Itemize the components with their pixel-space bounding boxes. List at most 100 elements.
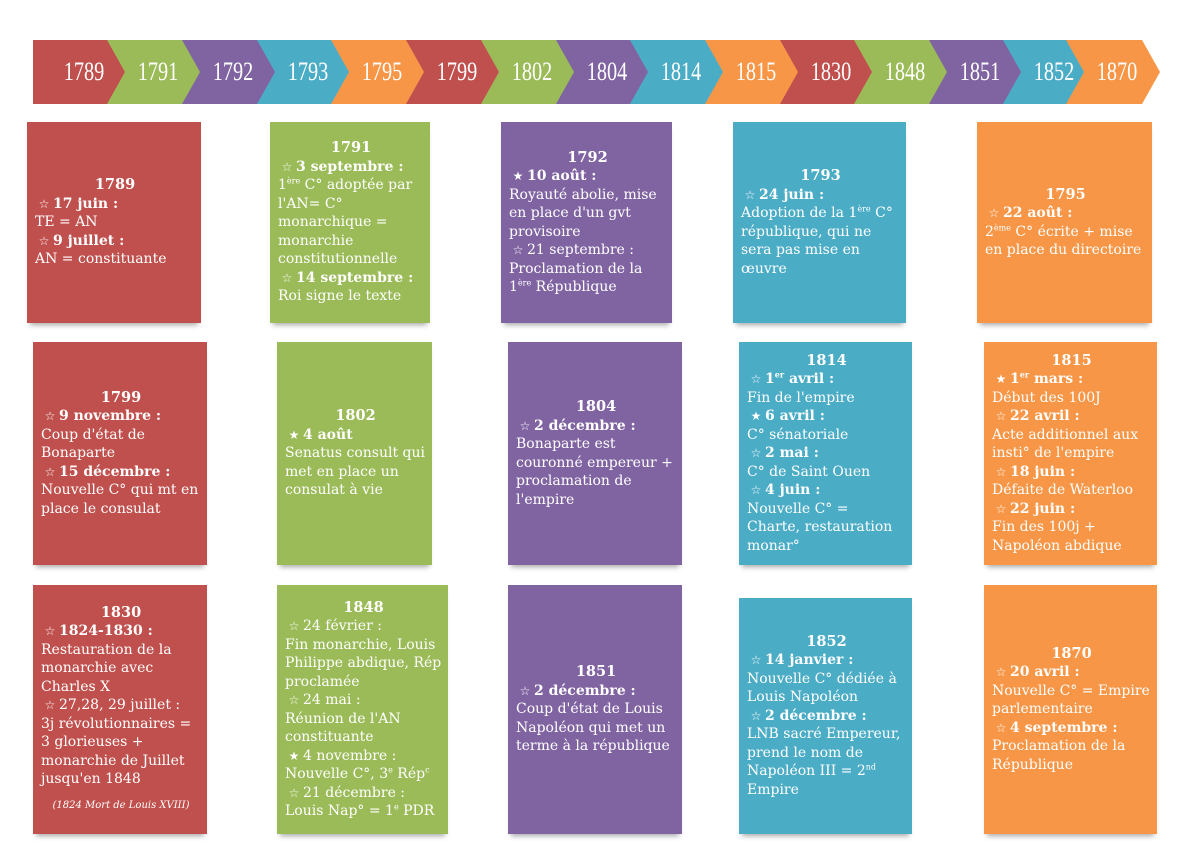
event-text: Royauté abolie, mise en place d'un gvt p…	[509, 186, 657, 240]
event-heading: ★ 4 août	[285, 426, 426, 445]
hollow-star-icon: ☆	[995, 409, 1007, 424]
event-text: Début des 100J	[992, 389, 1101, 406]
event-heading: ★ 1er mars :	[992, 370, 1151, 389]
event-text: Louis Nap° = 1e PDR	[285, 802, 435, 819]
event-heading: ☆ 22 juin :	[992, 500, 1151, 519]
hollow-star-icon: ☆	[44, 464, 56, 479]
event-text: Senatus consult qui met en place un cons…	[285, 445, 426, 499]
hollow-star-icon: ☆	[744, 187, 756, 202]
event-text: LNB sacré Empereur, prend le nom de Napo…	[747, 726, 901, 798]
event-heading: ★ 4 novembre :	[285, 747, 442, 766]
card-year: 1804	[575, 398, 617, 415]
hollow-star-icon: ☆	[512, 243, 524, 257]
event-heading: ☆ 9 novembre :	[41, 407, 201, 426]
event-text: Acte additionnel aux insti° de l'empire	[992, 426, 1139, 462]
event-text: C° de Saint Ouen	[747, 463, 871, 480]
card-1789: 1789 ☆ 17 juin : TE = AN ☆ 9 juillet : AN …	[27, 122, 201, 323]
event-text: Bonaparte est couronné empereur + procla…	[516, 436, 673, 508]
event-text: 3j révolutionnaires = 3 glorieuses + mon…	[41, 715, 192, 788]
event-heading: ☆ 22 août :	[985, 204, 1146, 223]
event-heading: ☆ 22 avril :	[992, 407, 1151, 426]
timeline-year: 1851	[959, 57, 1001, 86]
card-1848: 1848 ☆ 24 février : Fin monarchie, Louis …	[277, 585, 448, 834]
event-text: Nouvelle C° = Charte, restauration monar…	[747, 500, 893, 554]
event-heading: ☆ 3 septembre :	[278, 158, 424, 177]
timeline-year: 1792	[212, 57, 254, 86]
event-heading: ☆ 2 décembre :	[747, 707, 906, 726]
event-heading: ☆ 2 décembre :	[516, 417, 676, 436]
hollow-star-icon: ☆	[38, 233, 50, 248]
event-heading: ☆ 14 janvier :	[747, 651, 906, 670]
event-text: 2ème C° écrite + mise en place du direct…	[985, 222, 1142, 258]
event-text: Proclamation de la République	[992, 738, 1126, 773]
hollow-star-icon: ☆	[519, 683, 531, 698]
hollow-star-icon: ☆	[750, 372, 762, 387]
timeline-year: 1789	[63, 57, 105, 86]
card-year: 1830	[100, 603, 142, 621]
event-heading: ☆ 21 septembre :	[509, 241, 666, 260]
timeline-arrow-1789: 1789	[33, 40, 127, 104]
hollow-star-icon: ☆	[44, 698, 56, 713]
event-heading: ☆ 20 avril :	[992, 663, 1151, 682]
card-1830: 1830 ☆ 1824-1830 : Restauration de la mon…	[33, 585, 207, 834]
card-year: 1799	[100, 388, 142, 406]
event-heading: ★ 10 août :	[509, 167, 666, 186]
event-text: Proclamation de la 1ère République	[509, 260, 643, 296]
event-heading: ☆ 4 septembre :	[992, 719, 1151, 738]
timeline-year: 1795	[361, 57, 403, 86]
event-text: Défaite de Waterloo	[992, 482, 1134, 499]
card-year: 1802	[335, 407, 376, 425]
timeline-year: 1793	[287, 57, 329, 86]
event-heading: ☆ 15 décembre :	[41, 463, 201, 482]
event-heading: ☆ 18 juin :	[992, 463, 1151, 482]
timeline-arrow-1793: 1793	[257, 40, 351, 104]
event-text: Coup d'état de Bonaparte	[41, 426, 145, 462]
event-text: C° sénatoriale	[747, 426, 849, 443]
event-text: 1ère C° adoptée par l'AN= C° monarchique…	[278, 176, 413, 268]
card-1799: 1799 ☆ 9 novembre : Coup d'état de Bonapa…	[33, 342, 207, 565]
hollow-star-icon: ☆	[995, 665, 1007, 680]
timeline-year: 1870	[1096, 57, 1138, 86]
event-text: AN = constituante	[35, 251, 167, 268]
timeline-year: 1791	[137, 57, 179, 86]
card-year: 1848	[343, 598, 384, 616]
timeline-arrow-1804: 1804	[556, 40, 650, 104]
timeline-year: 1830	[810, 57, 852, 86]
card-1852: 1852 ☆ 14 janvier : Nouvelle C° dédiée à …	[739, 598, 912, 834]
event-heading: ☆ 1824-1830 :	[41, 622, 201, 641]
timeline-year: 1848	[884, 57, 926, 86]
event-text: Coup d'état de Louis Napoléon qui met un…	[516, 701, 670, 755]
event-text: Réunion de l'AN constituante	[285, 710, 401, 746]
event-text: Roi signe le texte	[278, 288, 402, 305]
timeline-year: 1799	[436, 57, 478, 86]
footnote: (1824 Mort de Louis XVIII)	[52, 799, 190, 811]
card-year: 1791	[330, 139, 372, 157]
card-1870: 1870 ☆ 20 avril : Nouvelle C° = Empire pa…	[984, 585, 1157, 834]
timeline-header: 1789 1791 1792 1793 1795 1799 1802 1804 …	[33, 40, 1160, 104]
hollow-star-icon: ☆	[281, 159, 293, 174]
hollow-star-icon: ☆	[750, 483, 762, 498]
hollow-star-icon: ☆	[750, 446, 762, 461]
card-1802: 1802 ★ 4 août Senatus consult qui met en …	[277, 342, 432, 565]
event-text: Fin monarchie, Louis Philippe abdique, R…	[285, 636, 442, 690]
hollow-star-icon: ☆	[995, 720, 1007, 735]
card-1793: 1793 ☆ 24 juin : Adoption de la 1ère C° r…	[733, 122, 906, 323]
filled-star-icon: ★	[512, 169, 524, 183]
event-heading: ☆ 24 février :	[285, 617, 442, 636]
card-1791: 1791 ☆ 3 septembre : 1ère C° adoptée par …	[270, 122, 430, 323]
timeline-year: 1815	[735, 57, 777, 86]
hollow-star-icon: ☆	[288, 693, 300, 707]
card-year: 1870	[1051, 644, 1092, 662]
card-1804: 1804 ☆ 2 décembre : Bonaparte est couronn…	[508, 342, 682, 565]
card-year: 1814	[806, 351, 847, 369]
card-1795: 1795 ☆ 22 août : 2ème C° écrite + mise en…	[977, 122, 1152, 323]
event-heading: ☆ 17 juin :	[35, 195, 195, 214]
timeline-year: 1802	[511, 57, 553, 86]
hollow-star-icon: ☆	[44, 624, 56, 639]
card-1815: 1815 ★ 1er mars : Début des 100J ☆ 22 avri…	[984, 342, 1157, 565]
event-text: Fin de l'empire	[747, 389, 855, 406]
card-year: 1792	[567, 148, 608, 166]
hollow-star-icon: ☆	[519, 418, 531, 433]
card-1851: 1851 ☆ 2 décembre : Coup d'état de Louis …	[508, 585, 682, 834]
hollow-star-icon: ☆	[38, 196, 50, 211]
